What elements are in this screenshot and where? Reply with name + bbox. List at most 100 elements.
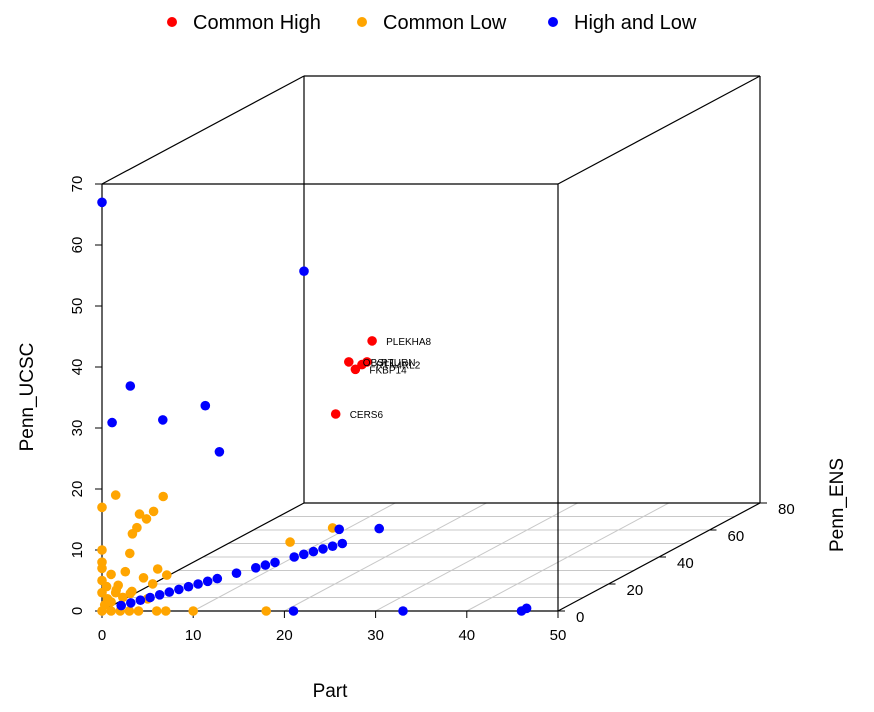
z-axis-title: Penn_UCSC [17, 343, 38, 452]
data-point [183, 581, 194, 592]
data-point [97, 545, 107, 555]
data-point [289, 552, 300, 562]
y-axis-title: Penn_ENS [827, 458, 848, 552]
data-point [106, 569, 116, 580]
data-point [110, 490, 121, 500]
data-point [374, 523, 385, 534]
data-point [200, 400, 211, 411]
data-point [126, 598, 136, 608]
data-point [398, 606, 408, 616]
data-point [318, 544, 328, 554]
grid-line-x [466, 502, 670, 612]
z-tick-label: 50 [69, 298, 86, 315]
data-point [145, 592, 155, 603]
grid-line-x [375, 502, 578, 612]
data-point [260, 560, 271, 570]
z-tick-label: 0 [69, 607, 86, 615]
data-points [97, 197, 532, 616]
grid-line-x [284, 502, 487, 612]
data-point [97, 197, 107, 208]
data-point [148, 506, 159, 517]
data-point [135, 595, 146, 605]
point-label: PLEKHA8 [386, 337, 431, 348]
data-point [124, 606, 135, 616]
legend-label-2: High and Low [574, 12, 697, 34]
y-tick-label: 20 [627, 582, 644, 599]
floor-grid [127, 502, 735, 612]
z-tick-label: 70 [69, 176, 86, 193]
data-point [158, 491, 168, 502]
data-point [350, 364, 361, 375]
data-point [308, 546, 319, 557]
data-point [106, 597, 116, 607]
data-point [270, 557, 280, 568]
data-point [299, 266, 309, 277]
point-label: RTN4RL2 [376, 361, 421, 372]
legend-marker-1 [357, 17, 367, 27]
data-point [162, 570, 172, 580]
data-point [152, 564, 163, 574]
data-point [116, 600, 126, 611]
data-point [362, 357, 372, 367]
data-point [138, 573, 149, 583]
data-point [97, 575, 107, 586]
data-point [337, 538, 348, 549]
x-tick-label: 10 [185, 627, 202, 644]
legend-marker-0 [167, 17, 177, 27]
data-point [106, 606, 116, 616]
data-point [120, 566, 131, 577]
z-tick-label: 60 [69, 237, 86, 254]
point-label: CERS6 [350, 410, 384, 421]
x-axis-title: Part [313, 681, 349, 702]
z-tick-label: 30 [69, 420, 86, 437]
y-tick-label: 40 [677, 555, 694, 572]
data-point [188, 606, 198, 616]
x-tick-label: 20 [276, 627, 293, 644]
data-point [132, 522, 142, 533]
point-label: PTURN [381, 358, 415, 369]
data-point [133, 606, 144, 616]
data-point [202, 576, 213, 587]
legend-label-0: Common High [193, 12, 321, 34]
point-label: FKBP14 [369, 365, 407, 376]
data-point [251, 563, 261, 573]
data-point [125, 588, 136, 599]
point-label: OBSL1 [363, 358, 396, 369]
data-point [125, 381, 136, 391]
data-point [158, 415, 168, 425]
data-point [288, 606, 299, 616]
z-tick-label: 10 [69, 542, 86, 559]
data-point [334, 524, 345, 535]
data-point [97, 502, 107, 513]
x-tick-label: 30 [367, 627, 384, 644]
data-point [125, 548, 135, 559]
data-point [193, 579, 203, 589]
legend-marker-2 [548, 17, 558, 27]
x-tick-label: 50 [550, 627, 567, 644]
data-point [521, 603, 532, 614]
data-point [107, 417, 117, 428]
data-point [97, 557, 107, 567]
data-point [285, 537, 295, 547]
data-point [367, 336, 377, 346]
box-edge [101, 75, 305, 185]
y-tick-label: 0 [576, 609, 584, 626]
z-tick-label: 20 [69, 481, 86, 498]
x-tick-label: 40 [458, 627, 475, 644]
x-tick-label: 0 [98, 627, 106, 644]
data-point [154, 590, 165, 600]
data-point [299, 549, 309, 560]
y-tick-label: 60 [728, 528, 745, 545]
data-point [141, 514, 152, 524]
axis-ticks: 0 10 20 30 40 50 0 20 40 60 80 0 10 20 30 40 50 60 70 [69, 176, 795, 644]
data-point [151, 606, 162, 616]
legend: Common High Common Low High and Low [167, 12, 697, 34]
data-point [327, 541, 338, 551]
data-point [118, 592, 128, 603]
data-point [214, 447, 225, 457]
z-tick-label: 40 [69, 359, 86, 376]
data-point [231, 568, 242, 578]
data-point [161, 606, 171, 616]
data-point [111, 585, 121, 595]
